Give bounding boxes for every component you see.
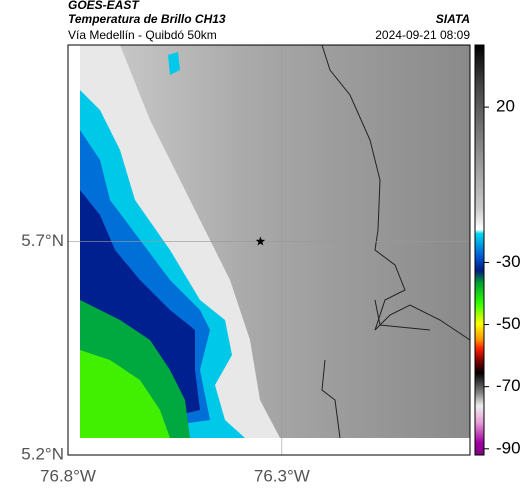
colorbar-tick-label: -50 (496, 314, 521, 333)
datetime: 2024-09-21 08:09 (375, 28, 470, 42)
source: SIATA (436, 12, 470, 26)
y-tick-label: 5.2°N (21, 444, 64, 463)
location-marker (255, 236, 266, 246)
route: Vía Medellín - Quibdó 50km (68, 28, 217, 42)
colorbar (474, 44, 485, 456)
x-tick-label: 76.8°W (40, 466, 96, 485)
colorbar-tick-label: 20 (496, 97, 515, 116)
colorbar-tick-label: -70 (496, 376, 521, 395)
map-frame (67, 44, 471, 456)
title: GOES-EAST (68, 0, 140, 12)
y-tick-label: 5.7°N (21, 231, 64, 250)
x-tick-label: 76.3°W (254, 466, 310, 485)
colorbar-tick-label: -90 (496, 438, 521, 457)
subtitle: Temperatura de Brillo CH13 (68, 12, 226, 26)
colorbar-tick-label: -30 (496, 252, 521, 271)
satellite-image (68, 44, 471, 455)
